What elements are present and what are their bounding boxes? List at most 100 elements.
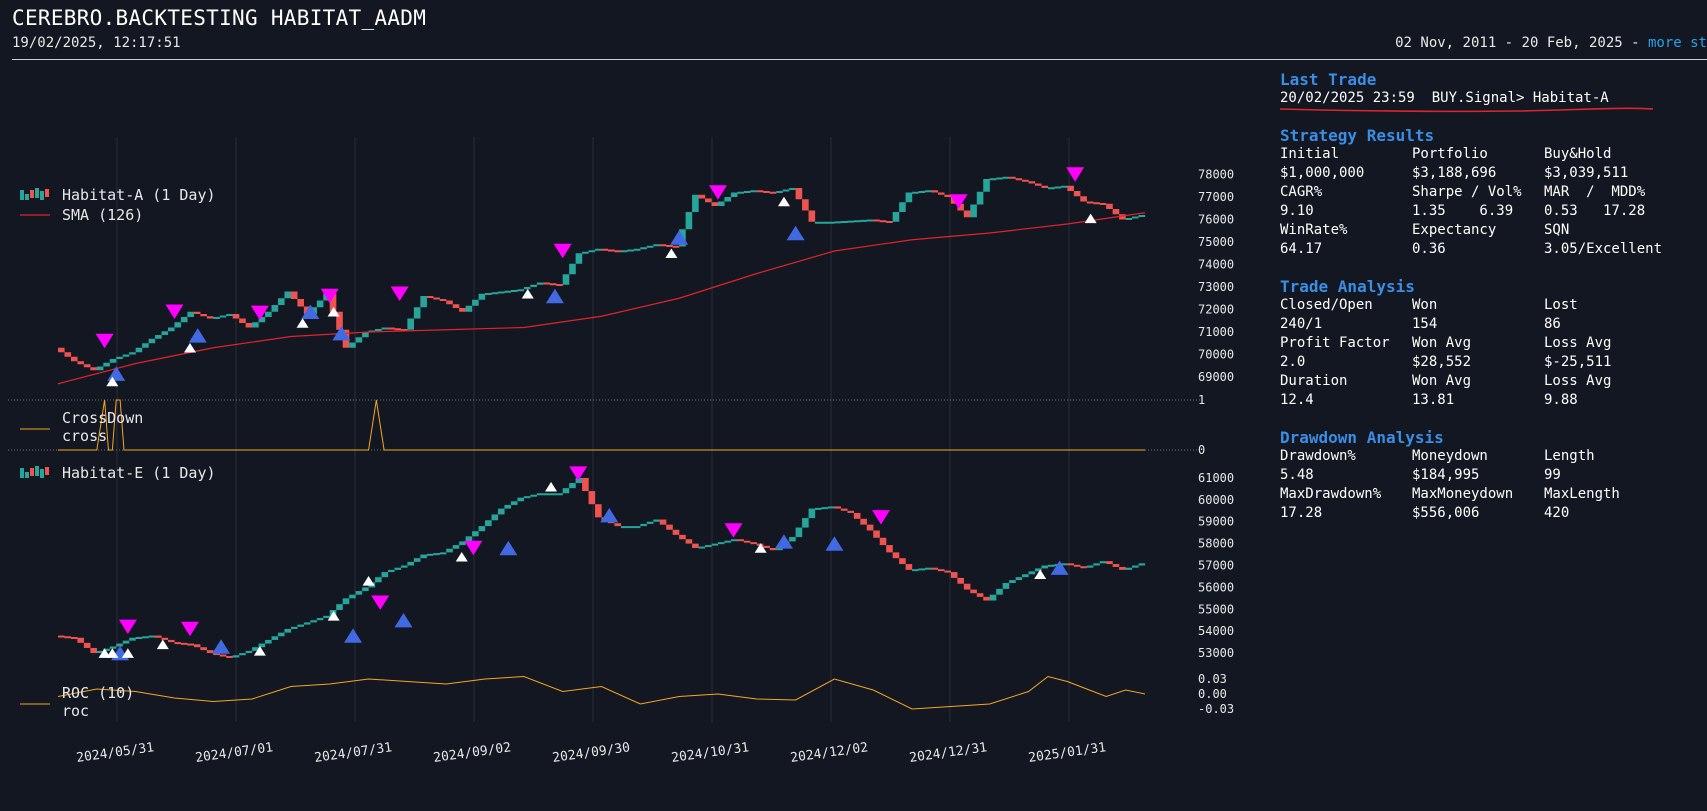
drawdown-row: MaxDrawdown% MaxMoneydown MaxLength bbox=[1280, 485, 1705, 504]
habitat-e-candle bbox=[103, 648, 110, 651]
habitat-a-candles bbox=[58, 176, 1146, 371]
habitat-e-candle bbox=[407, 561, 414, 566]
trade-cell: Closed/Open bbox=[1280, 297, 1373, 313]
habitat-a-candle bbox=[601, 248, 609, 251]
header-divider bbox=[12, 59, 1707, 60]
habitat-a-candle bbox=[387, 327, 395, 330]
habitat-a-candle bbox=[452, 304, 460, 308]
y-tick-label: 71000 bbox=[1198, 325, 1234, 339]
y-tick-label: 78000 bbox=[1198, 168, 1234, 182]
candle-legend-icon-2 bbox=[20, 466, 49, 478]
strategy-row: Initial Portfolio Buy&Hold bbox=[1280, 145, 1705, 164]
sell-marker bbox=[165, 304, 184, 319]
hand-drawn-underline bbox=[1279, 107, 1654, 113]
habitat-a-candle bbox=[297, 299, 304, 307]
habitat-e-candle bbox=[705, 545, 712, 548]
legend-habitat-e: Habitat-E (1 Day) bbox=[62, 464, 216, 482]
habitat-a-candle bbox=[135, 347, 143, 353]
buy-marker bbox=[344, 628, 363, 643]
habitat-a-candle bbox=[737, 191, 744, 194]
buy-marker bbox=[394, 613, 413, 628]
habitat-e-candle bbox=[866, 524, 874, 531]
habitat-e-candle bbox=[556, 493, 563, 496]
habitat-e-candle bbox=[711, 543, 719, 546]
signal-marker bbox=[296, 318, 309, 328]
habitat-e-candle bbox=[459, 541, 466, 546]
sell-marker bbox=[949, 194, 968, 209]
buy-marker bbox=[107, 366, 126, 381]
habitat-a-candle bbox=[769, 191, 777, 194]
habitat-a-candle bbox=[316, 300, 324, 308]
strategy-cell: $3,188,696 bbox=[1412, 165, 1497, 181]
legend-main: Habitat-A (1 Day) SMA (126) bbox=[20, 186, 216, 224]
habitat-a-candle bbox=[187, 311, 195, 317]
habitat-a-candle bbox=[834, 221, 842, 224]
habitat-e-candle bbox=[646, 521, 654, 524]
habitat-e-candle bbox=[413, 558, 421, 562]
chart-area[interactable]: 78000 77000 76000 75000 74000 73000 72000 71000… bbox=[0, 62, 1270, 802]
strategy-cell: 0.36 bbox=[1412, 241, 1446, 257]
y-tick-label: 69000 bbox=[1198, 370, 1234, 384]
habitat-e-candle bbox=[258, 643, 266, 648]
habitat-a-candle bbox=[536, 282, 544, 285]
habitat-a-candle bbox=[853, 220, 861, 223]
strategy-cell: CAGR% bbox=[1280, 184, 1323, 200]
habitat-a-candle bbox=[219, 315, 227, 318]
habitat-e-candle bbox=[135, 637, 143, 640]
habitat-e-candle bbox=[1002, 583, 1010, 589]
habitat-e-candle bbox=[769, 547, 777, 551]
habitat-e-candle bbox=[808, 508, 816, 519]
habitat-a-candle bbox=[180, 317, 188, 323]
trade-cell: Loss Avg bbox=[1544, 335, 1612, 351]
roc-y-axis: 0.030.00-0.03 bbox=[1198, 672, 1234, 716]
habitat-e-candle bbox=[847, 510, 854, 513]
habitat-a-candle bbox=[763, 191, 770, 193]
habitat-a-candle bbox=[789, 188, 796, 190]
habitat-e-candle bbox=[562, 488, 570, 494]
habitat-a-candle bbox=[504, 290, 512, 293]
habitat-a-candle bbox=[265, 311, 272, 317]
habitat-a-candle bbox=[277, 298, 285, 305]
habitat-a-candle bbox=[873, 219, 880, 222]
habitat-a-candle bbox=[413, 307, 421, 319]
habitat-a-candle bbox=[944, 194, 952, 197]
habitat-a-candle bbox=[892, 212, 900, 222]
x-tick-label: 2024/12/02 bbox=[789, 740, 869, 766]
sell-marker bbox=[250, 305, 269, 321]
habitat-a-candle bbox=[465, 305, 473, 312]
habitat-e-candle bbox=[148, 635, 156, 638]
habitat-e-candle bbox=[1106, 561, 1113, 565]
signal-marker bbox=[1084, 213, 1097, 224]
y-tick-label: 74000 bbox=[1198, 258, 1234, 272]
habitat-a-candle bbox=[284, 291, 292, 299]
habitat-a-candle bbox=[96, 366, 104, 371]
habitat-e-candle bbox=[730, 539, 738, 542]
habitat-a-candle bbox=[290, 291, 298, 299]
habitat-a-candle bbox=[510, 290, 518, 292]
habitat-e-candle bbox=[653, 519, 660, 522]
y-tick-label: 60000 bbox=[1198, 493, 1234, 507]
habitat-e-candle bbox=[614, 523, 622, 527]
y-tick-label: -0.03 bbox=[1198, 702, 1234, 716]
habitat-a-candle bbox=[705, 198, 712, 203]
habitat-a-candle bbox=[957, 203, 964, 211]
strategy-cell: Expectancy bbox=[1412, 222, 1497, 238]
habitat-a-candle bbox=[1009, 176, 1016, 179]
habitat-e-candle bbox=[342, 598, 350, 605]
buy-marker bbox=[774, 534, 793, 549]
habitat-e-candle bbox=[821, 507, 829, 510]
trade-cell: 154 bbox=[1412, 316, 1438, 332]
habitat-a-candle bbox=[879, 220, 887, 223]
habitat-a-candle bbox=[381, 327, 389, 330]
x-tick-label: 2024/10/31 bbox=[670, 740, 750, 766]
drawdown-cell: MaxMoneydown bbox=[1412, 486, 1514, 502]
strategy-row: 64.17 0.36 3.05/Excellent bbox=[1280, 240, 1705, 259]
signal-marker bbox=[98, 648, 111, 658]
y-tick-label: 0.00 bbox=[1198, 687, 1227, 701]
more-stats-link[interactable]: more st bbox=[1647, 35, 1707, 51]
signal-marker bbox=[327, 306, 340, 317]
habitat-e-candle bbox=[672, 529, 680, 535]
habitat-a-candle bbox=[692, 194, 699, 212]
drawdown-cell: Moneydown bbox=[1412, 448, 1488, 464]
habitat-e-candle bbox=[523, 496, 531, 499]
